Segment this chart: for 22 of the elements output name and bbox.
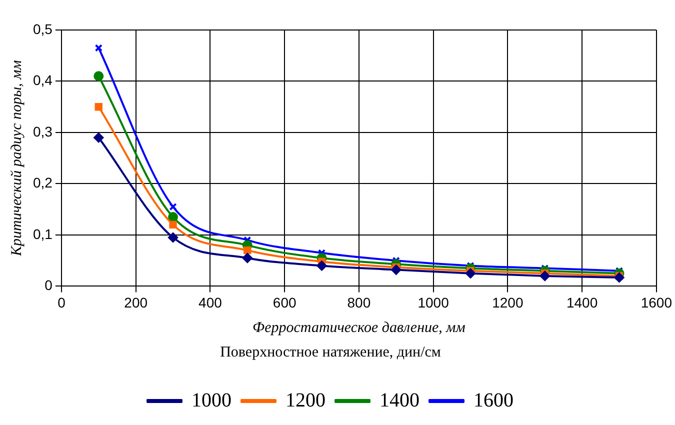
x-tick-label: 200 [124,294,148,310]
x-tick-label: 1600 [640,294,672,310]
legend-label: 1600 [474,389,514,412]
legend-title: Поверхностное натяжение, дин/см [220,344,442,360]
x-tick-label: 0 [58,294,66,310]
y-tick-label: 0,3 [32,123,53,140]
y-tick-label: 0,2 [32,174,53,191]
legend-label: 1000 [192,389,232,412]
x-tick-label: 400 [198,294,222,310]
y-tick-label: 0,5 [32,20,53,37]
y-tick-label: 0,4 [32,72,53,88]
legend-label: 1400 [380,389,420,412]
y-axis-title: Критический радиус поры, мм [8,60,25,257]
y-tick-label: 0 [44,277,53,294]
x-tick-label: 800 [347,294,371,310]
x-tick-label: 1000 [418,294,450,310]
y-tick-label: 0,1 [32,226,53,242]
x-axis-title: Ферростатическое давление, мм [252,320,466,336]
x-tick-label: 600 [272,294,296,310]
x-tick-label: 1400 [566,294,598,310]
legend-label: 1200 [286,389,326,412]
x-tick-label: 1200 [492,294,524,310]
